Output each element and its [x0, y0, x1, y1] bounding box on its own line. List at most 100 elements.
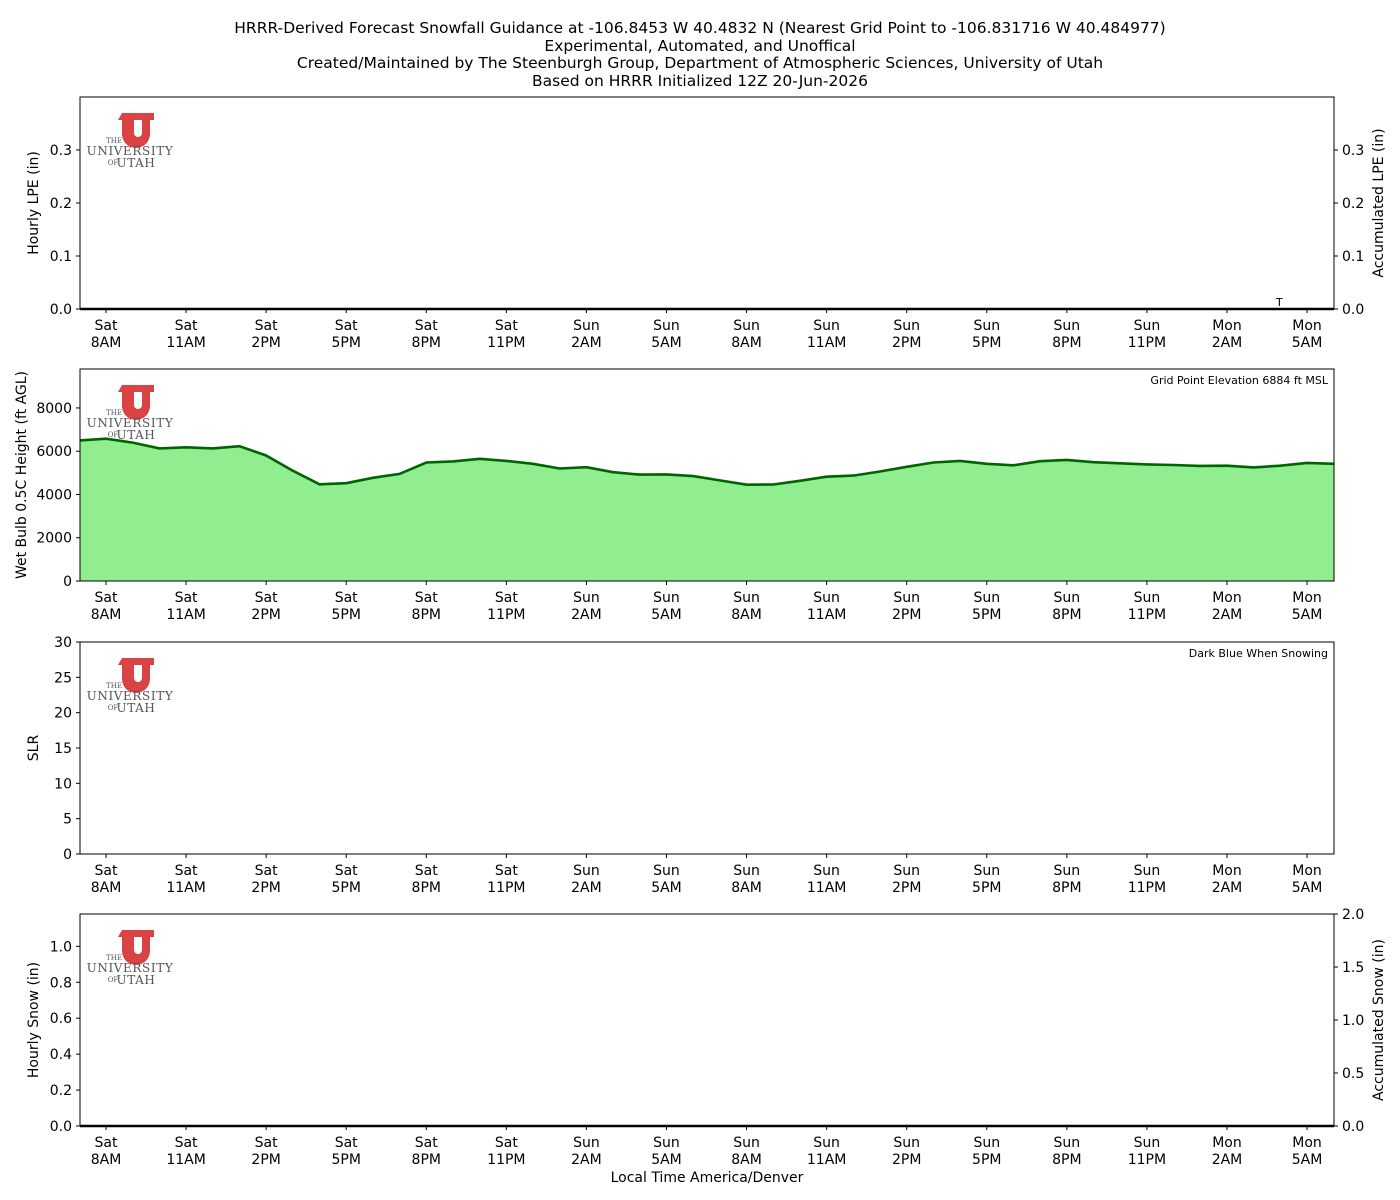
logo-text-utah: UTAH	[117, 973, 156, 987]
x-tick-time: 8AM	[91, 1152, 122, 1168]
x-tick-day: Sun	[733, 318, 760, 334]
x-tick-time: 8PM	[1052, 1152, 1081, 1168]
x-tick-day: Sat	[175, 318, 198, 334]
logo-text-university: UNIVERSITY	[87, 961, 174, 975]
x-tick-day: Sun	[573, 1135, 600, 1151]
x-tick-time: 2PM	[892, 880, 921, 896]
y-tick-label: 6000	[36, 444, 72, 460]
x-tick-day: Sun	[1054, 1135, 1081, 1151]
x-tick-time: 8PM	[412, 880, 441, 896]
x-tick-day: Sat	[495, 1135, 518, 1151]
logo-text-university: UNIVERSITY	[87, 689, 174, 703]
x-tick-day: Sat	[175, 1135, 198, 1151]
title-line-4: Based on HRRR Initialized 12Z 20-Jun-202…	[532, 71, 868, 90]
axes-frame	[79, 641, 1335, 855]
logo-text-university: UNIVERSITY	[87, 144, 174, 158]
y-right-axis-label: Accumulated LPE (in)	[1371, 128, 1387, 277]
y-tick-label: 5	[63, 812, 72, 828]
x-tick-time: 11PM	[487, 607, 525, 623]
x-tick-time: 2PM	[892, 335, 921, 351]
x-tick-time: 8PM	[1052, 880, 1081, 896]
x-tick-time: 2AM	[1212, 1152, 1243, 1168]
y-tick-label: 0	[63, 574, 72, 590]
x-tick-time: 11AM	[807, 880, 846, 896]
y-right-tick-label: 1.0	[1342, 1013, 1364, 1029]
x-tick-time: 2AM	[571, 607, 602, 623]
x-tick-time: 5AM	[1292, 335, 1323, 351]
x-tick-time: 11PM	[487, 880, 525, 896]
x-tick-day: Sun	[973, 318, 1000, 334]
y-tick-label: 8000	[36, 401, 72, 417]
x-tick-day: Sun	[1054, 863, 1081, 879]
x-tick-day: Sun	[1134, 590, 1161, 606]
x-tick-time: 11PM	[487, 335, 525, 351]
y-right-tick-label: 0.0	[1342, 1119, 1364, 1135]
panel-4: 0.0 0.2 0.4 0.6 0.8 1.0 Hourly Snow (in) 0.0 0.5…	[26, 907, 1387, 1168]
x-tick-day: Sat	[415, 318, 438, 334]
x-tick-day: Sun	[653, 318, 680, 334]
x-tick-time: 11PM	[1128, 607, 1166, 623]
x-tick-time: 5AM	[1292, 880, 1323, 896]
x-tick-time: 8PM	[412, 1152, 441, 1168]
x-tick-time: 11AM	[807, 607, 846, 623]
x-tick-day: Sat	[255, 1135, 278, 1151]
x-tick-day: Sat	[415, 590, 438, 606]
x-tick-day: Sun	[893, 1135, 920, 1151]
y-tick-label: 0.8	[50, 975, 72, 991]
x-tick-day: Sun	[813, 1135, 840, 1151]
y-tick-label: 0.3	[50, 143, 72, 159]
y-tick-label: 0.0	[50, 1119, 72, 1135]
x-tick-day: Sat	[95, 590, 118, 606]
x-tick-time: 2AM	[1212, 880, 1243, 896]
title-line-2: Experimental, Automated, and Unoffical	[544, 36, 856, 55]
x-tick-time: 2PM	[251, 880, 280, 896]
x-tick-time: 5PM	[972, 1152, 1001, 1168]
x-tick-day: Sun	[813, 590, 840, 606]
x-tick-day: Sat	[95, 1135, 118, 1151]
x-tick-time: 5PM	[331, 1152, 360, 1168]
x-tick-day: Mon	[1212, 863, 1242, 879]
x-tick-day: Sun	[573, 318, 600, 334]
x-tick-time: 11AM	[166, 1152, 205, 1168]
y-tick-label: 15	[54, 741, 72, 757]
y-tick-label: 25	[54, 670, 72, 686]
logo-text-the: THE	[106, 409, 122, 417]
x-tick-day: Sun	[813, 863, 840, 879]
x-tick-time: 2PM	[251, 1152, 280, 1168]
x-tick-time: 11AM	[807, 335, 846, 351]
y-right-tick-label: 0.0	[1342, 302, 1364, 318]
x-tick-day: Sun	[973, 863, 1000, 879]
y-tick-label: 4000	[36, 487, 72, 503]
y-axis-label: Wet Bulb 0.5C Height (ft AGL)	[14, 371, 30, 579]
x-tick-day: Sat	[175, 590, 198, 606]
y-tick-label: 0.2	[50, 196, 72, 212]
y-axis-label: Hourly LPE (in)	[26, 151, 42, 255]
y-right-tick-label: 0.2	[1342, 196, 1364, 212]
logo-text-the: THE	[106, 954, 122, 962]
x-tick-time: 5AM	[651, 335, 682, 351]
logo-text-of: OF	[108, 431, 119, 439]
logo-text-utah: UTAH	[117, 701, 156, 715]
x-tick-day: Sat	[335, 1135, 358, 1151]
x-tick-time: 8PM	[1052, 607, 1081, 623]
x-tick-day: Mon	[1212, 590, 1242, 606]
x-tick-time: 5PM	[972, 607, 1001, 623]
x-tick-day: Sun	[973, 1135, 1000, 1151]
wetbulb-line	[79, 437, 1335, 487]
x-tick-day: Sat	[95, 318, 118, 334]
x-tick-day: Sun	[733, 590, 760, 606]
x-tick-time: 5AM	[651, 880, 682, 896]
y-tick-label: 20	[54, 706, 72, 722]
logo-text-university: UNIVERSITY	[87, 416, 174, 430]
x-tick-day: Mon	[1292, 863, 1322, 879]
x-tick-day: Sat	[255, 590, 278, 606]
logo-text-utah: UTAH	[117, 428, 156, 442]
x-tick-time: 5AM	[1292, 607, 1323, 623]
y-axis-label: SLR	[26, 735, 42, 762]
x-tick-time: 11AM	[807, 1152, 846, 1168]
